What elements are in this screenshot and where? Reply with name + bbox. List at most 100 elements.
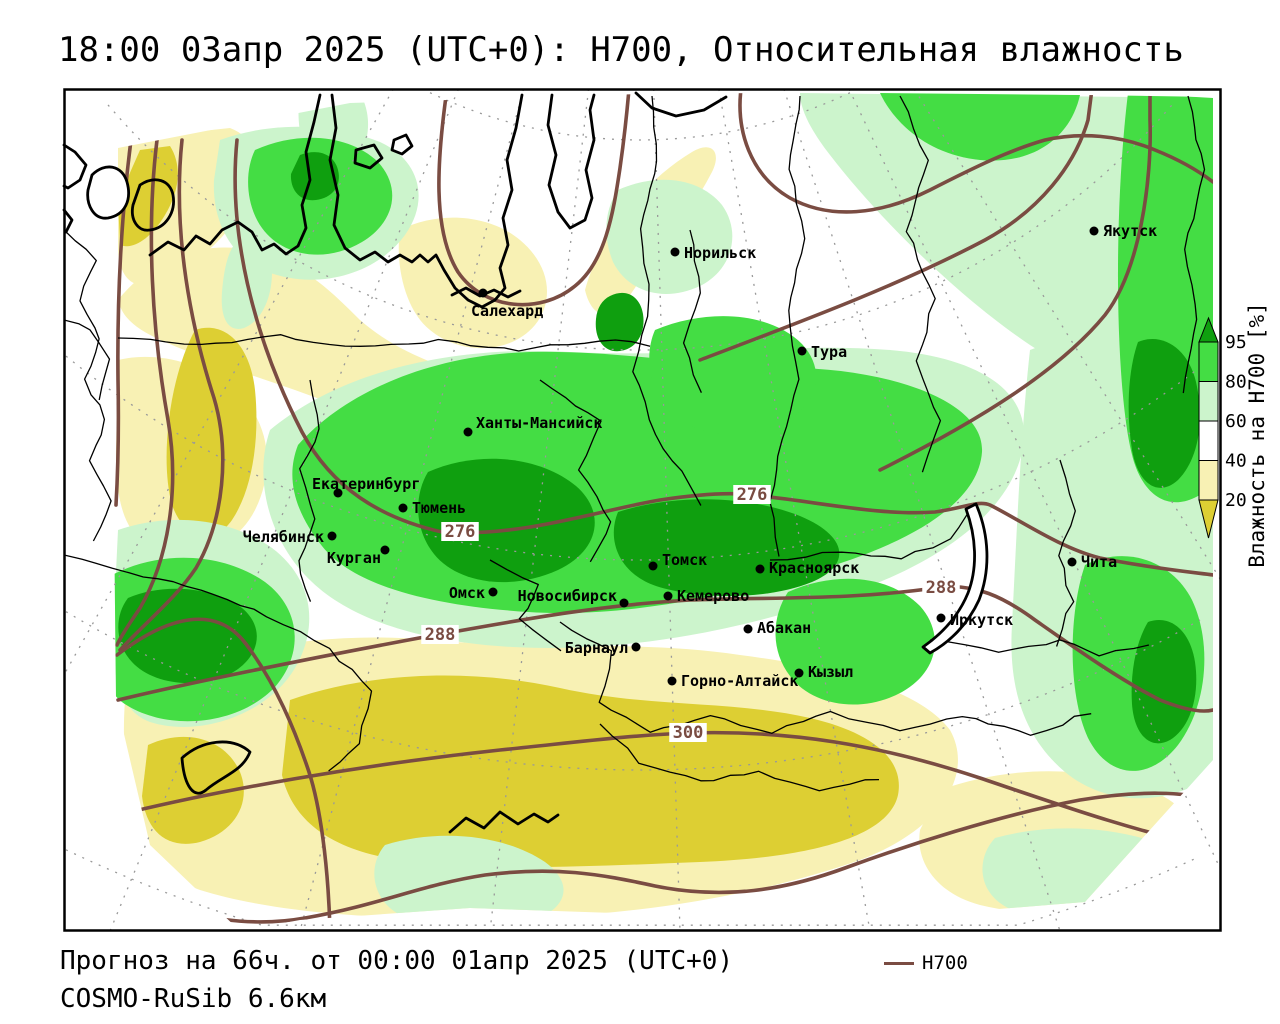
admin-border <box>489 559 562 652</box>
city-dot-omsk <box>488 587 498 597</box>
city-label-norilsk: Норильск <box>684 244 756 262</box>
city-label-salekhard: Салехард <box>471 302 543 320</box>
city-label-irkutsk: Иркутск <box>950 611 1013 629</box>
admin-border <box>559 621 1092 736</box>
colorbar-arrow-bottom <box>1198 499 1219 539</box>
shade-gt-95 <box>118 152 1200 744</box>
graticule-meridian <box>299 89 525 931</box>
map-frame <box>63 88 1222 932</box>
city-label-novosibirsk: Новосибирск <box>518 587 617 605</box>
city-label-omsk: Омск <box>449 584 485 602</box>
city-dot-khanty-mansiysk <box>463 427 473 437</box>
city-layer: Норильск Салехард Тура Ханты-Мансийск Екатер… <box>243 222 1157 690</box>
contour-label: 300 <box>673 723 704 743</box>
contour-label: 276 <box>445 522 476 542</box>
city-label-abakan: Абакан <box>757 619 811 637</box>
admin-border <box>117 334 651 352</box>
city-label-kemerovo: Кемерово <box>677 587 749 605</box>
city-label-tyumen: Тюмень <box>412 499 466 517</box>
contour-label-box <box>733 485 771 504</box>
coastlines <box>62 91 989 834</box>
admin-border <box>64 319 111 401</box>
humidity-shading <box>113 93 1213 930</box>
colorbar-segment <box>1198 420 1219 461</box>
colorbar-tick: 80 <box>1225 372 1247 393</box>
city-dot-salekhard <box>478 288 488 298</box>
city-label-gorno-altaysk: Горно-Алтайск <box>681 672 798 690</box>
city-dot-krasnoyarsk <box>755 564 765 574</box>
graticule-meridian <box>489 89 590 931</box>
admin-borders <box>64 95 1206 792</box>
city-dot-ekaterinburg <box>333 488 343 498</box>
city-label-tura: Тура <box>811 343 847 361</box>
city-label-yakutsk: Якутск <box>1103 222 1157 240</box>
admin-border <box>632 95 702 506</box>
city-dot-kyzyl <box>794 668 804 678</box>
graticule-parallel <box>107 104 1173 351</box>
forecast-info: Прогноз на 66ч. от 00:00 01апр 2025 (UTC… <box>60 946 734 976</box>
city-label-krasnoyarsk: Красноярск <box>769 559 859 577</box>
graticule-meridian <box>913 89 1221 582</box>
city-dot-tyumen <box>398 503 408 513</box>
city-dot-gorno-altaysk <box>667 676 677 686</box>
city-label-barnaul: Барнаул <box>565 639 628 657</box>
admin-border <box>899 95 942 473</box>
contour-label-box <box>922 578 960 597</box>
admin-border <box>599 723 880 792</box>
city-label-chelyabinsk: Челябинск <box>243 528 324 546</box>
colorbar-tick: 20 <box>1225 490 1247 511</box>
admin-border <box>769 502 975 561</box>
admin-border <box>1055 459 1076 647</box>
city-dot-abakan <box>743 624 753 634</box>
graticule-meridian <box>653 89 681 931</box>
city-dot-novosibirsk <box>619 598 629 608</box>
city-dot-kurgan <box>380 545 390 555</box>
city-dot-chita <box>1067 557 1077 567</box>
city-dot-norilsk <box>670 247 680 257</box>
colorbar-segment <box>1198 381 1219 422</box>
city-label-tomsk: Томск <box>662 551 707 569</box>
colorbar-axis-label: Влажность на H700 [%] <box>1245 302 1269 568</box>
city-label-kyzyl: Кызыл <box>808 663 853 681</box>
colorbar-tick: 95 <box>1225 332 1247 353</box>
admin-border <box>64 229 112 542</box>
lake-wavy <box>448 810 560 834</box>
lake-southwest <box>180 740 252 795</box>
h700-legend-label: H700 <box>922 952 968 974</box>
city-dot-tura <box>797 346 807 356</box>
colorbar-tick: 40 <box>1225 451 1247 472</box>
contour-label-layer: 276 276 288 288 300 <box>421 485 960 743</box>
admin-border <box>64 554 373 772</box>
city-label-khanty-mansiysk: Ханты-Мансийск <box>476 414 602 432</box>
admin-border <box>929 639 1150 657</box>
model-info: COSMO-RuSib 6.6км <box>60 984 327 1014</box>
lake-baikal <box>921 502 989 655</box>
contour-label-box <box>441 522 479 541</box>
city-dot-barnaul <box>631 642 641 652</box>
city-dot-tomsk <box>648 561 658 571</box>
city-dot-chelyabinsk <box>327 531 337 541</box>
graticule-meridian <box>718 89 871 931</box>
city-dot-kemerovo <box>663 591 673 601</box>
contour-legend: H700 <box>884 952 968 974</box>
admin-border <box>769 95 806 557</box>
admin-border <box>298 379 320 602</box>
contour-label: 288 <box>926 578 957 598</box>
admin-border <box>539 379 612 563</box>
contour-label: 288 <box>425 625 456 645</box>
contour-label-box <box>669 723 707 742</box>
contour-label: 276 <box>737 485 768 505</box>
city-label-ekaterinburg: Екатеринбург <box>312 475 420 493</box>
city-label-kurgan: Курган <box>327 549 381 567</box>
graticule-parallel <box>429 92 851 141</box>
city-dot-irkutsk <box>936 613 946 623</box>
colorbar-segment <box>1198 460 1219 501</box>
page-title: 18:00 03апр 2025 (UTC+0): H700, Относите… <box>58 30 1184 70</box>
graticule-parallel <box>65 849 1201 926</box>
city-dot-yakutsk <box>1089 226 1099 236</box>
city-label-chita: Чита <box>1081 553 1117 571</box>
h700-line-sample <box>884 961 914 965</box>
